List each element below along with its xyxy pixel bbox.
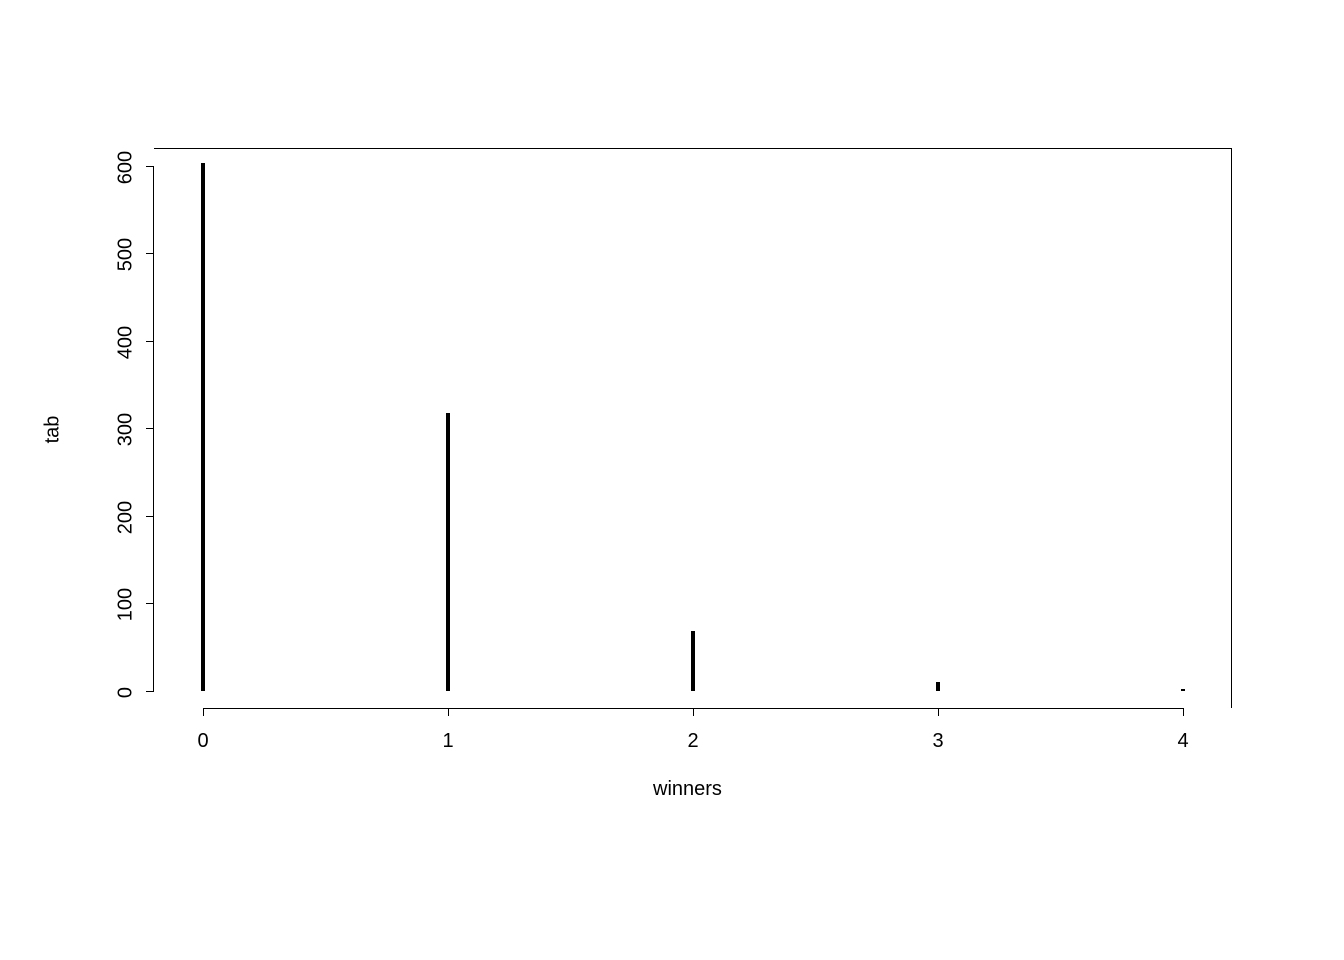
- x-tick-label: 1: [418, 730, 478, 753]
- bar-2: [691, 631, 695, 691]
- bar-3: [936, 682, 940, 691]
- x-tick-label: 0: [173, 730, 233, 753]
- x-tick: [938, 708, 939, 716]
- y-tick-label: 300: [115, 390, 138, 470]
- y-tick-label: 500: [115, 215, 138, 295]
- bar-0: [201, 163, 205, 691]
- bar-1: [446, 413, 450, 690]
- y-tick-label: 0: [115, 652, 138, 732]
- y-tick: [146, 691, 154, 692]
- y-tick-label: 200: [115, 477, 138, 557]
- y-tick: [146, 166, 154, 167]
- y-tick-label: 100: [115, 565, 138, 645]
- y-tick-label: 600: [115, 127, 138, 207]
- x-axis-label: winners: [653, 778, 722, 801]
- chart-container: 0 1 2 3 4 0 100 200 300 400 500 600 winners tab: [0, 0, 1344, 960]
- x-tick-label: 3: [908, 730, 968, 753]
- x-tick: [203, 708, 204, 716]
- y-tick: [146, 253, 154, 254]
- y-tick: [146, 603, 154, 604]
- x-tick: [1183, 708, 1184, 716]
- x-tick: [693, 708, 694, 716]
- y-tick: [146, 341, 154, 342]
- x-tick: [448, 708, 449, 716]
- y-tick: [146, 428, 154, 429]
- y-tick-label: 400: [115, 302, 138, 382]
- bar-4: [1181, 689, 1185, 691]
- y-axis-label: tab: [41, 416, 64, 444]
- x-tick-label: 4: [1153, 730, 1213, 753]
- plot-area: [154, 148, 1232, 708]
- y-tick: [146, 516, 154, 517]
- x-tick-label: 2: [663, 730, 723, 753]
